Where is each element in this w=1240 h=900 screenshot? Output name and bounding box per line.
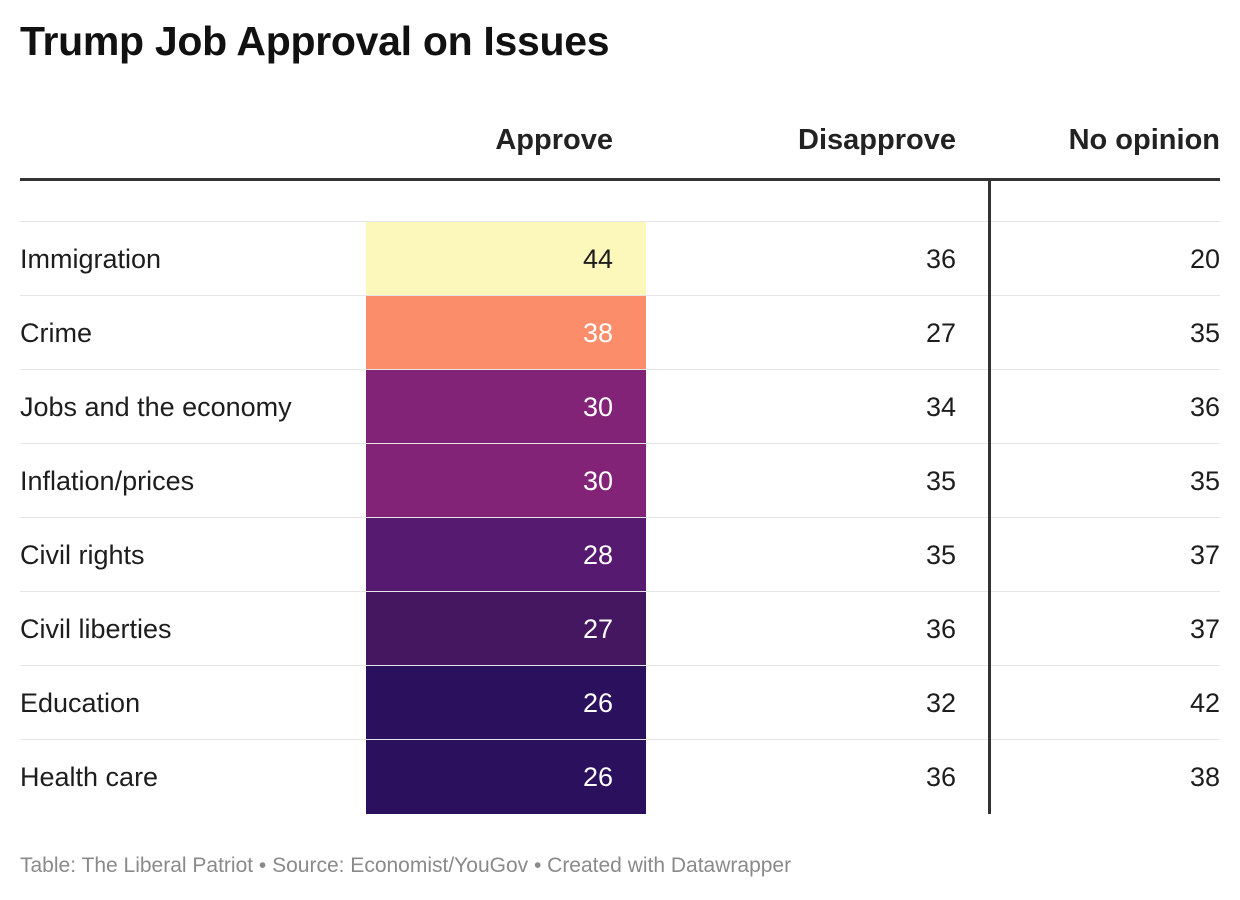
no-opinion-cell: 36 bbox=[1189, 392, 1220, 422]
no-opinion-cell: 37 bbox=[1189, 614, 1220, 644]
column-divider bbox=[988, 181, 991, 814]
row-label: Crime bbox=[20, 318, 92, 348]
table-row: Civil rights 28 35 37 bbox=[20, 517, 1220, 592]
no-opinion-cell: 38 bbox=[1189, 762, 1220, 792]
chart-title: Trump Job Approval on Issues bbox=[20, 18, 610, 64]
approve-cell: 26 bbox=[366, 740, 646, 814]
source-footer: Table: The Liberal Patriot • Source: Eco… bbox=[20, 854, 792, 877]
row-label: Civil liberties bbox=[20, 614, 172, 644]
no-opinion-cell: 35 bbox=[1189, 466, 1220, 496]
header-rule bbox=[20, 178, 1220, 181]
table-body: Immigration 44 36 20 Crime 38 27 35 Jobs and the… bbox=[20, 221, 1220, 814]
table-row: Crime 38 27 35 bbox=[20, 295, 1220, 370]
row-label: Inflation/prices bbox=[20, 466, 195, 496]
column-header-no-opinion: No opinion bbox=[1068, 124, 1220, 156]
table-row: Jobs and the economy 30 34 36 bbox=[20, 369, 1220, 444]
table-header: Approve Disapprove No opinion bbox=[20, 120, 1220, 168]
no-opinion-cell: 20 bbox=[1189, 244, 1220, 274]
disapprove-cell: 36 bbox=[925, 244, 956, 274]
table-row: Civil liberties 27 36 37 bbox=[20, 591, 1220, 666]
table-row: Health care 26 36 38 bbox=[20, 739, 1220, 814]
approve-cell: 28 bbox=[366, 518, 646, 592]
row-label: Jobs and the economy bbox=[20, 392, 292, 422]
column-header-approve: Approve bbox=[495, 124, 613, 156]
approve-cell: 30 bbox=[366, 370, 646, 444]
disapprove-cell: 35 bbox=[925, 466, 956, 496]
no-opinion-cell: 35 bbox=[1189, 318, 1220, 348]
disapprove-cell: 34 bbox=[925, 392, 956, 422]
row-label: Civil rights bbox=[20, 540, 145, 570]
row-label: Health care bbox=[20, 762, 159, 792]
table-row: Immigration 44 36 20 bbox=[20, 221, 1220, 296]
approve-cell: 27 bbox=[366, 592, 646, 666]
approve-cell: 30 bbox=[366, 444, 646, 518]
approve-cell: 44 bbox=[366, 222, 646, 296]
disapprove-cell: 32 bbox=[925, 688, 956, 718]
disapprove-cell: 27 bbox=[925, 318, 956, 348]
table-row: Inflation/prices 30 35 35 bbox=[20, 443, 1220, 518]
column-header-disapprove: Disapprove bbox=[798, 124, 956, 156]
row-label: Education bbox=[20, 688, 141, 718]
no-opinion-cell: 42 bbox=[1189, 688, 1220, 718]
approve-cell: 26 bbox=[366, 666, 646, 740]
table-row: Education 26 32 42 bbox=[20, 665, 1220, 740]
row-label: Immigration bbox=[20, 244, 162, 274]
disapprove-cell: 36 bbox=[925, 614, 956, 644]
approve-cell: 38 bbox=[366, 296, 646, 370]
disapprove-cell: 35 bbox=[925, 540, 956, 570]
no-opinion-cell: 37 bbox=[1189, 540, 1220, 570]
disapprove-cell: 36 bbox=[925, 762, 956, 792]
